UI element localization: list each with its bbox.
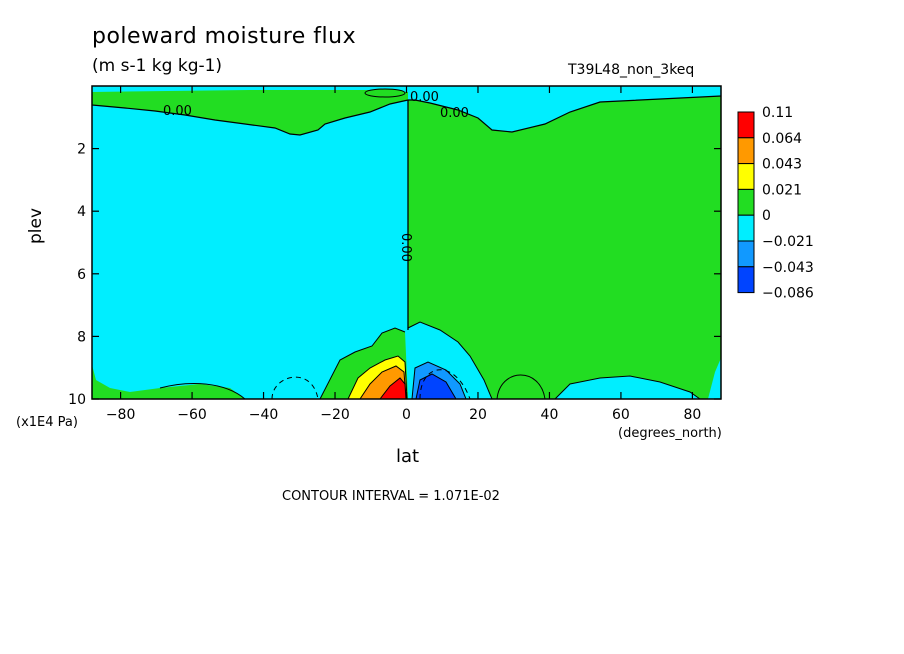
legend-level-label: −0.086 — [762, 286, 814, 302]
x-tick-label: 20 — [469, 407, 487, 423]
legend-level-label: −0.021 — [762, 234, 814, 250]
y-axis-units: (x1E4 Pa) — [16, 415, 78, 430]
legend-level-label: 0.11 — [762, 105, 793, 121]
region-nh-lower-edge — [708, 358, 721, 399]
y-tick-label: 10 — [68, 392, 86, 408]
dataset-label: T39L48_non_3keq — [568, 62, 695, 78]
x-tick-label: 0 — [402, 407, 411, 423]
contour-solid-nh — [496, 374, 546, 400]
legend-swatch — [737, 111, 755, 139]
y-tick-label: 4 — [77, 204, 86, 220]
x-tick-label: 60 — [612, 407, 630, 423]
x-axis-label: lat — [396, 446, 420, 467]
y-tick-label: 8 — [77, 329, 86, 345]
x-tick-label: −60 — [177, 407, 207, 423]
contour-sh-lower — [159, 383, 246, 400]
legend-swatch — [737, 240, 755, 268]
y-tick-label: 6 — [77, 267, 86, 283]
x-tick-label: −80 — [106, 407, 136, 423]
contour-cold-outer — [407, 321, 493, 400]
contour-label: 0.00 — [440, 106, 469, 121]
chart-subtitle-units: (m s-1 kg kg-1) — [92, 56, 223, 76]
region-top-green-patch — [364, 88, 406, 98]
legend-level-label: 0.021 — [762, 182, 802, 198]
x-tick-label: −40 — [249, 407, 279, 423]
x-axis-ticks: −80 −60 −40 −20 0 20 40 60 80 — [106, 86, 701, 423]
legend-swatch — [737, 137, 755, 165]
region-upper-nh-negative — [408, 86, 721, 132]
legend-level-label: 0 — [762, 208, 771, 224]
contour-dashed-nh — [419, 369, 471, 400]
zero-contour-upper-sh — [91, 99, 409, 136]
legend-swatch — [737, 163, 755, 190]
contour-label: 0.00 — [410, 90, 439, 105]
contour-label: 0.00 — [163, 104, 192, 119]
x-tick-label: 40 — [541, 407, 559, 423]
zero-contour-upper-nh — [408, 95, 722, 133]
legend-level-label: −0.043 — [762, 260, 814, 276]
y-axis-ticks: 2 4 6 8 10 — [68, 142, 721, 408]
legend-level-label: 0.064 — [762, 131, 802, 147]
contour-interval-note: CONTOUR INTERVAL = 1.071E-02 — [282, 489, 500, 504]
region-sh-negative — [92, 86, 408, 399]
region-nh-lower-hump — [555, 376, 700, 399]
x-tick-label: 80 — [683, 407, 701, 423]
chart-title: poleward moisture flux — [92, 24, 357, 49]
color-legend: 0.11 0.064 0.043 0.021 0 −0.021 −0.043 −0.086 — [737, 105, 814, 302]
legend-level-label: 0.043 — [762, 157, 802, 173]
contour-warm-outer — [319, 327, 406, 400]
legend-swatch — [737, 266, 755, 294]
legend-swatch — [737, 188, 755, 216]
contour-nh-lower — [554, 375, 701, 400]
x-axis-units: (degrees_north) — [618, 426, 722, 441]
legend-swatch — [737, 214, 755, 242]
contour-label: 0.00 — [398, 233, 413, 262]
x-tick-label: −20 — [320, 407, 350, 423]
y-tick-label: 2 — [77, 142, 86, 158]
region-sh-lower-hump-1 — [92, 365, 245, 399]
